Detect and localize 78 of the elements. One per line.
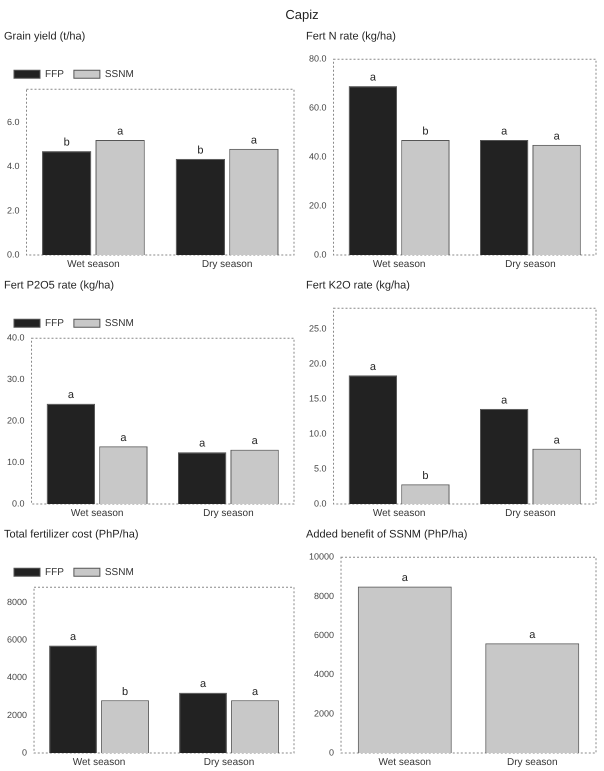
data-label: a [402, 572, 409, 584]
data-label: a [252, 435, 259, 448]
data-label: a [70, 631, 77, 644]
y-tick-label: 0 [22, 747, 28, 758]
data-label: a [501, 394, 508, 406]
y-tick-label: 2000 [314, 708, 334, 718]
x-tick-label: Dry season [505, 258, 556, 270]
legend-label: SSNM [104, 68, 134, 80]
y-axis-title: Fert P2O5 rate (kg/ha) [4, 280, 114, 292]
legend-label: FFP [45, 566, 64, 578]
y-tick-label: 20.0 [308, 200, 327, 211]
x-tick-label: Dry season [202, 258, 252, 270]
y-axis-title: Added benefit of SSNM (PhP/ha) [306, 528, 468, 541]
x-tick-label: Wet season [67, 258, 120, 270]
y-tick-label: 20.0 [6, 416, 25, 426]
y-tick-label: 20.0 [308, 358, 327, 369]
y-tick-label: 0.0 [314, 498, 327, 508]
y-tick-label: 40.0 [6, 332, 25, 343]
chart-title: Capiz [285, 7, 319, 22]
data-label: a [68, 389, 75, 402]
data-label: a [554, 434, 561, 446]
y-tick-label: 0.0 [314, 249, 327, 260]
y-tick-label: 10.0 [308, 428, 327, 439]
y-axis-title: Total fertilizer cost (PhP/ha) [4, 528, 138, 541]
data-label: a [117, 126, 124, 138]
x-tick-label: Wet season [70, 508, 124, 519]
legend-label: SSNM [104, 566, 134, 578]
data-label: b [122, 686, 128, 698]
x-tick-label: Dry season [203, 508, 254, 519]
x-tick-label: Dry season [506, 756, 558, 768]
x-tick-label: Wet season [72, 756, 126, 768]
y-tick-label: 15.0 [308, 394, 327, 404]
data-label: a [529, 628, 536, 641]
y-tick-label: 8000 [6, 596, 28, 607]
y-tick-label: 6000 [314, 630, 334, 640]
data-label: a [200, 678, 207, 690]
legend-label: FFP [45, 318, 64, 329]
y-tick-label: 60.0 [308, 102, 327, 113]
data-label: a [501, 126, 508, 138]
y-tick-label: 2000 [6, 710, 28, 720]
x-tick-label: Wet season [372, 258, 426, 270]
y-tick-label: 80.0 [308, 54, 327, 64]
x-tick-label: Wet season [378, 756, 432, 768]
y-axis-title: Fert K2O rate (kg/ha) [306, 280, 410, 292]
legend-label: SSNM [104, 318, 134, 329]
y-tick-label: 6000 [6, 634, 28, 644]
y-tick-label: 0.0 [6, 249, 20, 260]
data-label: a [199, 438, 206, 450]
y-tick-label: 2.0 [6, 205, 20, 216]
y-tick-label: 0 [329, 747, 334, 758]
data-label: b [64, 136, 70, 149]
data-label: a [120, 432, 128, 444]
x-tick-label: Wet season [372, 508, 426, 519]
y-tick-label: 0.0 [12, 498, 25, 508]
data-label: b [422, 470, 428, 482]
data-label: a [250, 134, 258, 146]
y-tick-label: 4000 [314, 669, 334, 680]
y-axis-title: Fert N rate (kg/ha) [306, 30, 396, 43]
data-label: a [370, 360, 377, 373]
y-tick-label: 6.0 [6, 116, 20, 127]
y-tick-label: 8000 [314, 590, 334, 601]
x-tick-label: Dry season [505, 508, 556, 519]
y-tick-label: 30.0 [6, 374, 25, 384]
x-tick-label: Dry season [204, 756, 254, 768]
y-tick-label: 25.0 [308, 324, 327, 334]
y-tick-label: 4000 [6, 672, 28, 682]
y-axis-title: Grain yield (t/ha) [4, 30, 86, 43]
y-tick-label: 10000 [308, 552, 334, 562]
data-label: a [252, 686, 259, 698]
y-tick-label: 40.0 [308, 152, 327, 162]
data-label: a [554, 130, 561, 142]
legend-label: FFP [45, 68, 64, 80]
y-tick-label: 10.0 [6, 457, 25, 468]
data-label: b [197, 144, 204, 156]
data-label: b [422, 126, 428, 138]
y-tick-label: 5.0 [314, 464, 327, 474]
data-label: a [370, 72, 377, 84]
y-tick-label: 4.0 [6, 161, 20, 172]
